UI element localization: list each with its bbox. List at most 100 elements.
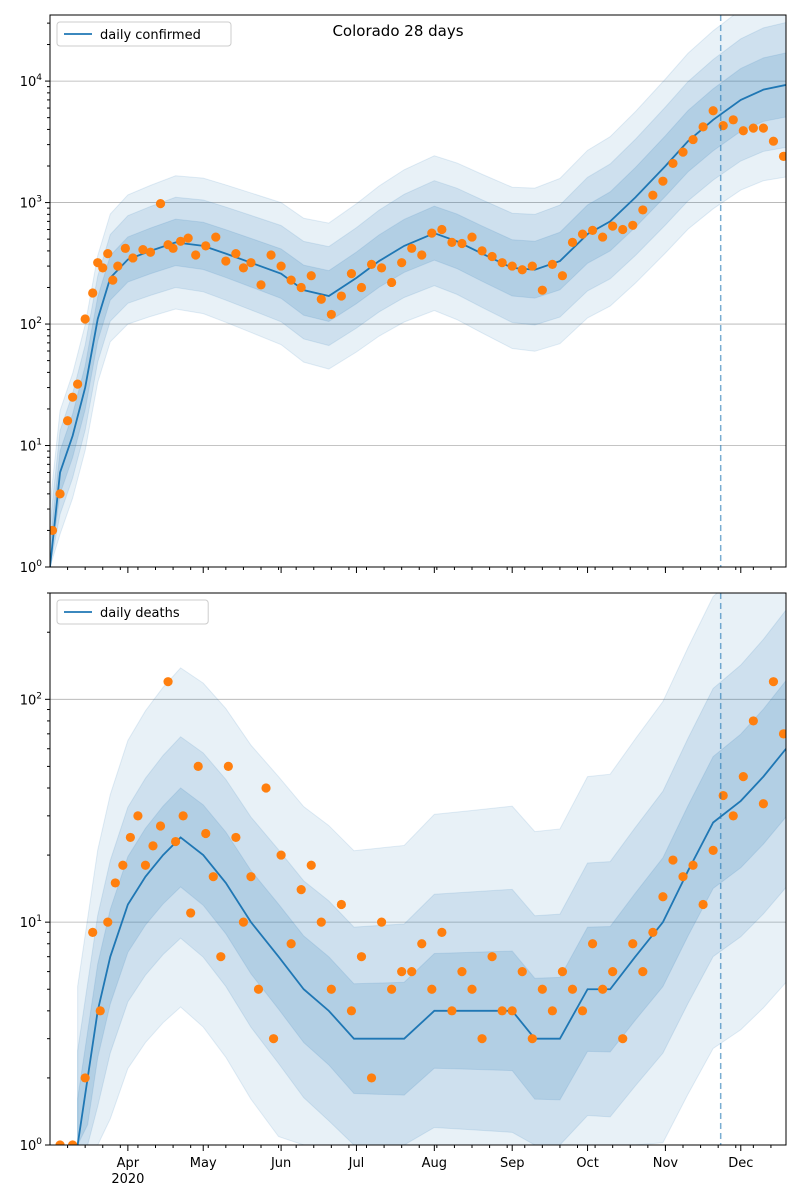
data-point	[88, 288, 98, 298]
data-point	[168, 243, 178, 253]
data-point	[658, 892, 668, 902]
data-point	[201, 241, 211, 251]
data-point	[447, 1006, 457, 1016]
data-point	[346, 269, 357, 279]
data-point	[507, 1006, 517, 1016]
x-tick-label: Apr	[117, 1156, 140, 1171]
data-point	[80, 314, 90, 324]
data-point	[618, 224, 628, 235]
data-point	[708, 845, 718, 855]
x-tick-label: Nov	[653, 1156, 679, 1171]
data-point	[648, 190, 658, 200]
data-point	[778, 729, 786, 739]
data-point	[547, 1006, 557, 1016]
data-point	[246, 872, 256, 882]
data-point	[155, 199, 166, 209]
data-point	[557, 966, 568, 977]
data-point	[346, 1006, 357, 1016]
data-point	[176, 236, 186, 246]
data-point	[366, 259, 377, 269]
data-point	[768, 136, 779, 146]
data-point	[296, 282, 306, 293]
data-point	[95, 1006, 105, 1016]
data-point	[336, 291, 346, 301]
data-point	[427, 228, 437, 238]
data-point	[447, 237, 457, 248]
data-point	[397, 966, 407, 977]
data-point	[688, 134, 698, 145]
data-point	[55, 489, 65, 499]
y-tick-label: 100	[20, 1137, 43, 1154]
data-point	[193, 761, 203, 772]
data-point	[80, 1073, 90, 1083]
data-point	[758, 123, 768, 133]
y-tick-label: 103	[20, 195, 42, 212]
data-point	[698, 122, 708, 132]
data-point	[648, 927, 658, 937]
data-point	[467, 984, 477, 994]
data-point	[238, 917, 249, 927]
confidence-band	[77, 679, 786, 1145]
data-point	[336, 899, 346, 910]
data-point	[178, 811, 188, 821]
data-point	[296, 884, 306, 895]
data-point	[201, 828, 211, 839]
data-point	[557, 271, 568, 281]
data-point	[326, 309, 336, 320]
confidence-band	[77, 593, 786, 1145]
data-point	[537, 285, 547, 295]
data-point	[326, 984, 336, 994]
figure-title: Colorado 28 days	[332, 22, 463, 40]
data-point	[103, 249, 113, 259]
data-point	[567, 237, 578, 248]
data-point	[477, 246, 487, 256]
data-point	[50, 525, 58, 536]
y-tick-label: 101	[20, 438, 42, 455]
data-point	[216, 952, 226, 962]
data-point	[778, 151, 786, 161]
legend-box	[56, 21, 232, 47]
data-point	[397, 258, 407, 268]
data-point	[467, 232, 477, 242]
data-point	[738, 126, 748, 136]
data-point	[577, 1006, 588, 1016]
legend: daily deaths	[56, 599, 209, 625]
data-point	[387, 277, 397, 288]
axes-frame	[49, 14, 787, 568]
data-point	[286, 275, 296, 285]
y-tick-label: 101	[20, 914, 42, 931]
x-tick-label: Aug	[422, 1156, 447, 1171]
data-point	[477, 1034, 487, 1044]
data-point	[537, 984, 547, 994]
data-point	[316, 294, 326, 304]
data-point	[138, 245, 148, 255]
data-point	[517, 966, 527, 977]
data-point	[276, 261, 286, 271]
data-point	[155, 821, 166, 831]
data-point	[527, 1034, 537, 1044]
data-point	[387, 984, 397, 994]
data-point	[208, 872, 218, 882]
data-point	[316, 917, 326, 927]
data-point	[638, 205, 648, 215]
legend-label: daily deaths	[100, 606, 180, 621]
data-point	[108, 275, 118, 285]
data-point	[678, 147, 688, 157]
data-point	[417, 939, 427, 949]
data-point	[306, 271, 316, 281]
x-tick-label: May	[190, 1156, 217, 1171]
data-point	[728, 811, 738, 821]
data-point	[183, 233, 193, 243]
data-point	[668, 158, 678, 169]
data-point	[608, 966, 618, 977]
legend-label: daily confirmed	[100, 28, 201, 43]
data-point	[125, 832, 135, 843]
x-tick-label: Jul	[348, 1156, 365, 1171]
data-point	[527, 261, 537, 271]
data-point	[487, 952, 497, 962]
data-point	[628, 220, 638, 230]
data-point	[628, 939, 638, 949]
confidence-band	[50, 52, 786, 567]
data-point	[231, 832, 241, 843]
